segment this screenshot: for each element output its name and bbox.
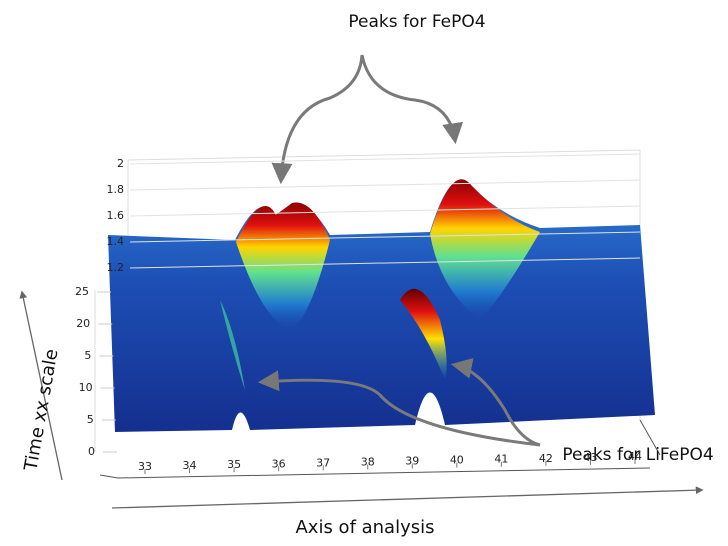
x-axis-arrow: [111, 486, 704, 509]
surface: [108, 179, 655, 432]
x-tick-label: 34: [183, 459, 197, 472]
y-tick-label: 5: [84, 349, 91, 362]
x-tick-label: 43: [583, 451, 597, 464]
x-tick-label: 42: [539, 452, 553, 465]
axis-lines: [99, 419, 661, 479]
z-grid-line: [129, 153, 641, 165]
y-tick-label: 25: [75, 285, 89, 298]
z-tick-label: 1.4: [107, 235, 125, 248]
z-tick-label: 2: [117, 157, 124, 170]
z-tick-label: 1.2: [107, 261, 125, 274]
time-axis-arrow: [19, 290, 63, 481]
x-tick-label: 38: [361, 455, 375, 468]
z-tick-label: 1.6: [107, 209, 125, 222]
x-tick-label: 37: [316, 456, 330, 469]
z-grid-line: [129, 257, 641, 269]
annotation-arrows: [257, 54, 541, 447]
x-tick-label: 36: [272, 457, 286, 470]
z-grid-line: [129, 179, 641, 191]
z-grid-line: [129, 205, 641, 217]
x-tick-label: 40: [450, 454, 464, 467]
x-tick-label: 33: [138, 460, 152, 473]
y-tick-label: 5: [87, 413, 94, 426]
x-tick-label: 41: [494, 453, 508, 466]
y-tick-label: 20: [76, 317, 90, 330]
y-tick-label: 0: [88, 445, 95, 458]
z-grid-line: [129, 231, 641, 243]
x-axis-title: Axis of analysis: [295, 517, 434, 538]
y-tick-label: 10: [79, 381, 93, 394]
annotation: Peaks for LiFePO4: [562, 445, 713, 465]
x-tick-label: 44: [628, 450, 642, 463]
annotation: Peaks for FePO4: [348, 12, 485, 32]
z-tick-label: 1.8: [107, 183, 125, 196]
x-tick-label: 35: [227, 458, 241, 471]
x-tick-label: 39: [405, 455, 419, 468]
